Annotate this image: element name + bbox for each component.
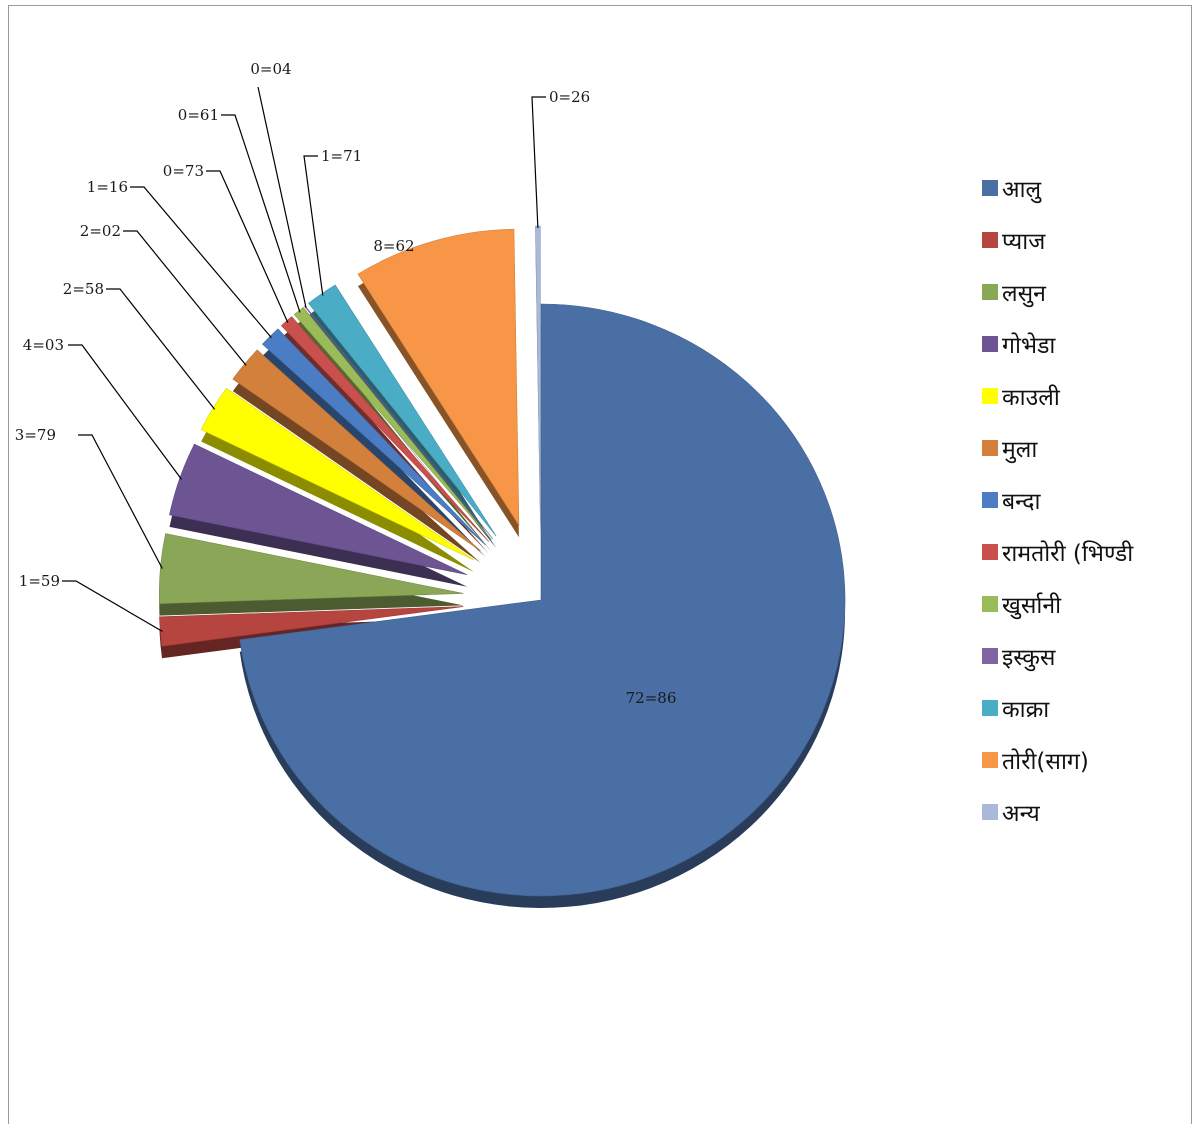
legend-item: इस्कुस — [982, 630, 1192, 682]
legend-item: काक्रा — [982, 682, 1192, 734]
data-label: 1=59 — [19, 572, 60, 590]
legend-label: मुला — [1002, 437, 1038, 463]
legend-swatch — [982, 700, 998, 716]
pie-slice — [535, 225, 541, 523]
leader-line — [206, 170, 289, 323]
legend-label: लसुन — [1002, 281, 1046, 307]
legend-item: अन्य — [982, 786, 1192, 838]
pie-slice — [169, 443, 468, 576]
pie-slice — [159, 606, 464, 647]
legend-label: गोभेडा — [1002, 333, 1056, 359]
legend-item: तोरी(साग) — [982, 734, 1192, 786]
data-label: 8=62 — [373, 237, 414, 255]
pie-slice — [280, 316, 490, 543]
data-label: 0=04 — [250, 60, 291, 78]
legend-label: प्याज — [1002, 229, 1046, 255]
legend-item: गोभेडा — [982, 318, 1192, 370]
legend-item: काउली — [982, 370, 1192, 422]
pie-slice — [239, 303, 846, 897]
data-label: 72=86 — [626, 689, 677, 707]
data-label: 0=26 — [549, 88, 590, 106]
legend-label: बन्दा — [1002, 489, 1041, 515]
leader-line — [257, 86, 307, 308]
data-label: 3=79 — [15, 426, 56, 444]
chart-frame — [8, 5, 1192, 1124]
pie-slice — [293, 306, 492, 540]
leader-line — [130, 186, 272, 339]
leader-line — [68, 344, 183, 480]
legend-label: काउली — [1002, 385, 1060, 411]
leader-line — [221, 114, 301, 313]
legend-swatch — [982, 284, 998, 300]
legend-swatch — [982, 232, 998, 248]
pie-slice-side — [262, 340, 486, 558]
legend-item: आलु — [982, 162, 1192, 214]
leader-line — [303, 155, 324, 296]
legend-label: तोरी(साग) — [1002, 749, 1089, 775]
leader-line — [62, 580, 163, 632]
leader-line — [78, 434, 163, 569]
legend-swatch — [982, 648, 998, 664]
data-label: 1=16 — [87, 178, 128, 196]
legend-item: रामतोरी (भिण्डी — [982, 526, 1192, 578]
legend-item: खुर्सानी — [982, 578, 1192, 630]
legend-item: प्याज — [982, 214, 1192, 266]
pie-slice — [357, 228, 520, 527]
data-label: 2=02 — [80, 222, 121, 240]
data-label: 4=03 — [23, 336, 64, 354]
data-label: 0=73 — [163, 162, 204, 180]
leader-line — [123, 230, 247, 366]
legend-label: आलु — [1002, 177, 1042, 203]
pie-slice — [308, 284, 497, 537]
legend-swatch — [982, 544, 998, 560]
data-label: 0=61 — [178, 106, 219, 124]
leader-line — [531, 96, 546, 229]
legend-label: अन्य — [1002, 801, 1040, 827]
legend-swatch — [982, 388, 998, 404]
legend-label: इस्कुस — [1002, 645, 1056, 671]
legend-label: खुर्सानी — [1002, 593, 1062, 619]
legend-swatch — [982, 336, 998, 352]
legend-swatch — [982, 180, 998, 196]
legend-swatch — [982, 440, 998, 456]
legend-item: मुला — [982, 422, 1192, 474]
data-label: 2=58 — [63, 280, 104, 298]
chart-legend: आलु प्याज लसुन गोभेडा काउली मुला बन्दा रामतोरी … — [982, 162, 1192, 838]
leader-line — [106, 288, 216, 410]
legend-swatch — [982, 492, 998, 508]
data-label: 1=71 — [321, 147, 362, 165]
legend-item: लसुन — [982, 266, 1192, 318]
legend-item: बन्दा — [982, 474, 1192, 526]
legend-swatch — [982, 804, 998, 820]
legend-label: रामतोरी (भिण्डी — [1002, 541, 1134, 567]
pie-slice — [159, 533, 464, 604]
legend-swatch — [982, 596, 998, 612]
pie-slice — [200, 387, 475, 561]
legend-swatch — [982, 752, 998, 768]
legend-label: काक्रा — [1002, 697, 1050, 723]
